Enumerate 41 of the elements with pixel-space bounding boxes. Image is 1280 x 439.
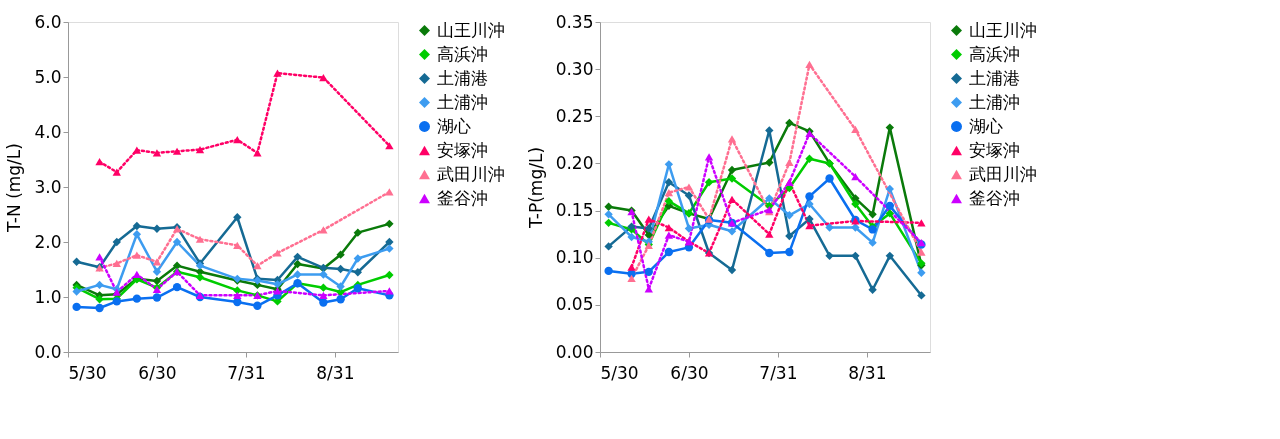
y-tick-label: 0.30	[555, 58, 594, 79]
legend-label: 高浜沖	[969, 43, 1020, 64]
y-tick-label: 0.20	[555, 152, 594, 173]
y-tick-label: 5.0	[34, 66, 62, 87]
x-tick-label: 8/31	[316, 362, 355, 383]
x-tick-label: 7/31	[227, 362, 266, 383]
legend-label: 武田川沖	[437, 163, 505, 184]
x-tick-label: 6/30	[138, 362, 177, 383]
x-tick-label: 5/30	[68, 362, 107, 383]
legend-label: 山王川沖	[437, 19, 505, 40]
y-tick-label: 1.0	[34, 286, 62, 307]
legend-label: 湖心	[969, 115, 1003, 136]
y-tick-label: 0.0	[34, 341, 62, 362]
y-tick-label: 0.05	[555, 294, 594, 315]
y-tick-label: 4.0	[34, 121, 62, 142]
y-tick-label: 0.35	[555, 11, 594, 32]
y-tick-label: 0.10	[555, 247, 594, 268]
legend-label: 湖心	[437, 115, 471, 136]
legend-label: 武田川沖	[969, 163, 1037, 184]
legend-label: 高浜沖	[437, 43, 488, 64]
legend-label: 土浦港	[437, 67, 488, 88]
y-tick-label: 0.00	[555, 341, 594, 362]
y-tick-label: 0.15	[555, 200, 594, 221]
y-axis-title: T-P(mg/L)	[525, 146, 546, 230]
x-tick-label: 5/30	[600, 362, 639, 383]
legend-label: 釜谷沖	[437, 187, 488, 208]
y-tick-label: 2.0	[34, 231, 62, 252]
y-tick-label: 0.25	[555, 105, 594, 126]
x-tick-label: 8/31	[848, 362, 887, 383]
x-tick-label: 7/31	[759, 362, 798, 383]
y-axis-title: T-N (mg/L)	[4, 143, 25, 233]
legend-label: 土浦沖	[969, 91, 1020, 112]
legend-label: 山王川沖	[969, 19, 1037, 40]
legend-label: 土浦港	[969, 67, 1020, 88]
y-tick-label: 6.0	[34, 11, 62, 32]
legend-label: 土浦沖	[437, 91, 488, 112]
x-tick-label: 6/30	[670, 362, 709, 383]
legend-label: 釜谷沖	[969, 187, 1020, 208]
legend-label: 安塚沖	[969, 139, 1020, 160]
legend-label: 安塚沖	[437, 139, 488, 160]
y-tick-label: 3.0	[34, 176, 62, 197]
